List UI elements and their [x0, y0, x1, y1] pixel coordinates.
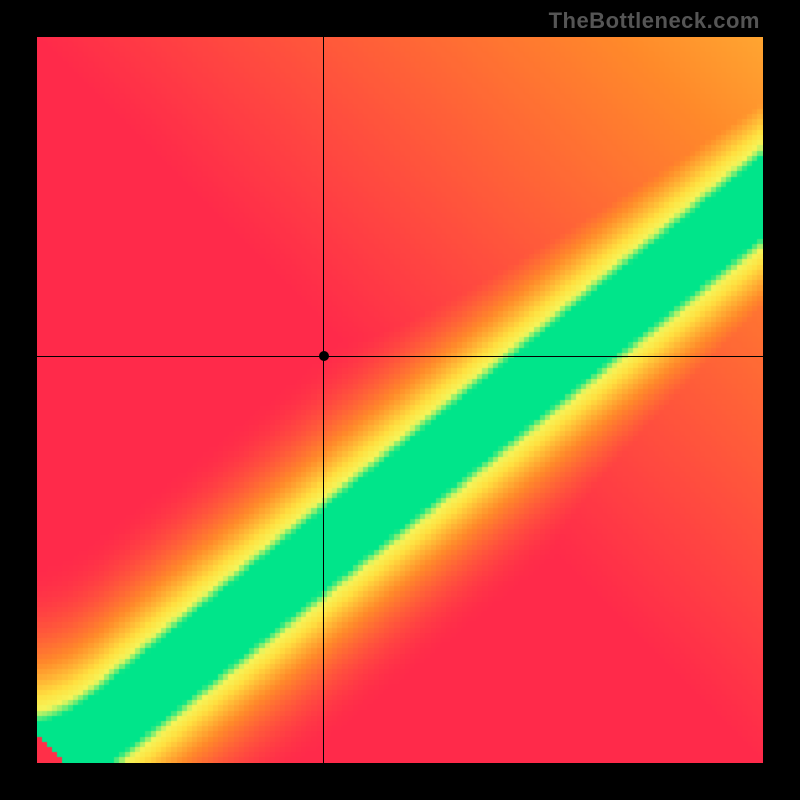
crosshair-vertical: [323, 37, 324, 763]
crosshair-horizontal: [37, 356, 763, 357]
heatmap-plot: [37, 37, 763, 763]
crosshair-dot: [319, 351, 329, 361]
chart-container: TheBottleneck.com: [0, 0, 800, 800]
watermark-text: TheBottleneck.com: [549, 8, 760, 34]
heatmap-canvas: [37, 37, 763, 763]
